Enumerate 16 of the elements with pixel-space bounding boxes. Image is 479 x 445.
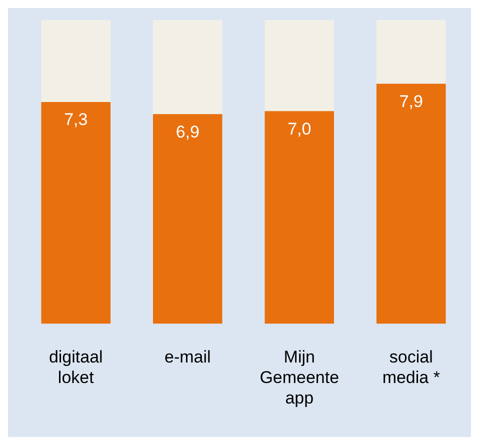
bar: [152, 20, 222, 114]
bar: [264, 111, 334, 324]
bar: [264, 20, 334, 112]
bar: [376, 20, 446, 84]
bar: [41, 102, 111, 324]
data-label: 7,9: [399, 92, 423, 111]
bar: [376, 84, 446, 324]
data-label: 6,9: [176, 122, 200, 142]
x-tick-label: digitaal loket: [48, 348, 103, 388]
bar: [41, 20, 111, 102]
bar: [152, 114, 222, 324]
x-tick-label: social media *: [382, 348, 440, 388]
data-label: 7,0: [288, 119, 312, 138]
data-label: 7,3: [64, 110, 88, 130]
x-tick-label: Mijn Gemeente app: [260, 348, 340, 408]
x-tick-label: e-mail: [164, 348, 211, 367]
